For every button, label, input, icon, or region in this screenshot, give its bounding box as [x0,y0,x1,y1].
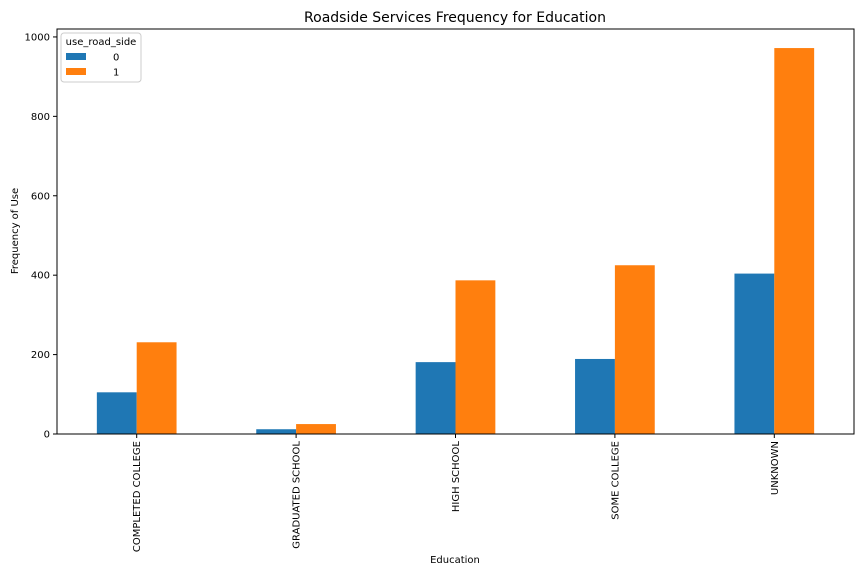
y-tick-label: 1000 [25,32,50,43]
bar-series-1-2 [296,424,336,434]
x-tick-label: HIGH SCHOOL [451,441,462,513]
x-tick-label: COMPLETED COLLEGE [132,441,143,552]
bar-series-0-4 [575,358,615,434]
legend-label-0: 0 [113,53,119,64]
y-tick-label: 0 [44,430,50,441]
legend-title: use_road_side [66,37,137,48]
x-axis: COMPLETED COLLEGE GRADUATED SCHOOL HIGH SC… [132,434,781,552]
legend-swatch-0 [66,53,86,60]
bar-series-1-3 [455,280,496,434]
bar-series-0-2 [256,429,297,434]
bars-layer [96,48,815,435]
chart-title: Roadside Services Frequency for Educatio… [304,10,606,26]
legend-label-1: 1 [113,68,119,79]
y-axis: 0 200 400 600 800 1000 [25,32,57,441]
bar-series-0-5 [734,273,775,434]
x-tick-label: GRADUATED SCHOOL [292,441,303,549]
legend-items: 01 [66,53,119,79]
bar-series-1-1 [136,342,177,434]
x-axis-label: Education [430,555,480,566]
bar-series-0-1 [96,392,137,434]
bar-series-1-5 [774,48,815,435]
y-axis-label: Frequency of Use [10,188,21,274]
y-tick-label: 400 [31,271,50,282]
x-tick-label: UNKNOWN [770,441,781,495]
y-tick-label: 800 [31,112,50,123]
bar-series-1-4 [614,265,655,434]
y-tick-label: 200 [31,350,50,361]
legend: use_road_side 01 [60,32,142,83]
bar-series-0-3 [415,362,456,434]
legend-swatch-1 [66,68,86,75]
x-tick-label: SOME COLLEGE [610,441,621,520]
y-tick-label: 600 [31,191,50,202]
